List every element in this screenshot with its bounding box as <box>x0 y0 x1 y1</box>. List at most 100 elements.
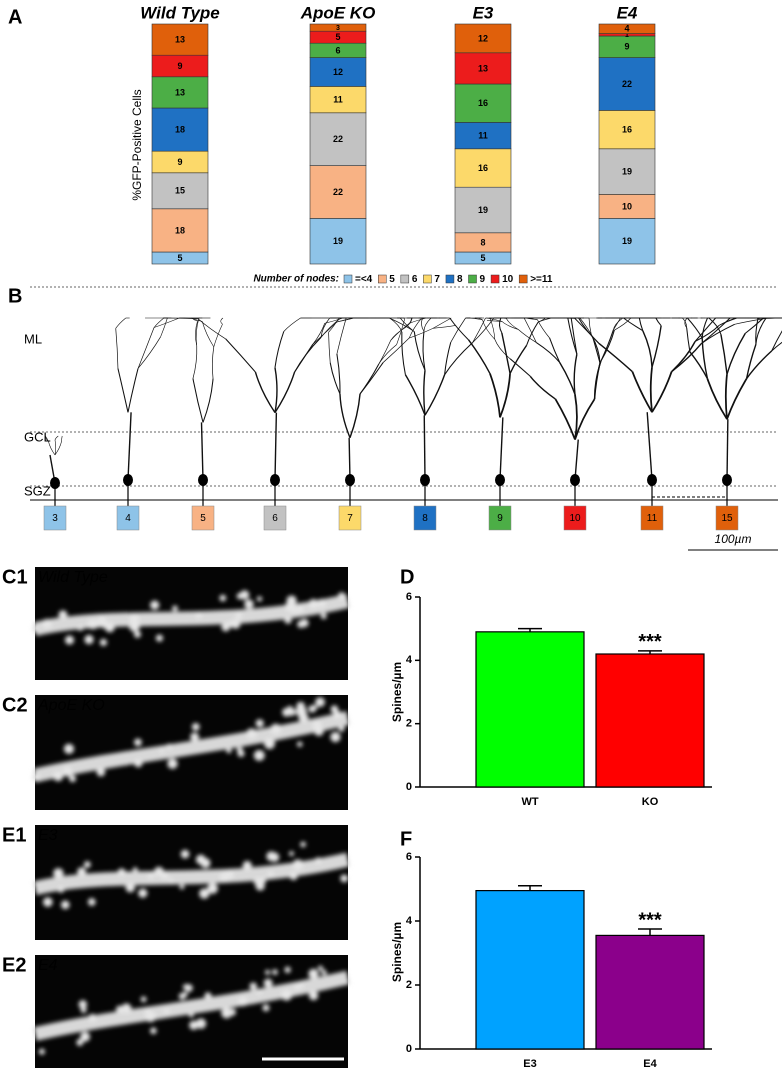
dendrite <box>598 343 633 373</box>
dendrite <box>613 317 624 330</box>
spine <box>60 900 70 910</box>
dendrite <box>390 323 410 341</box>
dendrite <box>505 318 519 330</box>
dendrite <box>422 331 426 371</box>
category-title: E4 <box>617 3 638 22</box>
value-label: 18 <box>175 225 185 235</box>
spine <box>263 978 273 988</box>
dendrite <box>646 412 653 481</box>
dendrite <box>45 435 49 442</box>
value-label: 9 <box>177 157 182 167</box>
dendrite <box>184 317 199 320</box>
legend-label: 9 <box>480 274 486 285</box>
node-count: 3 <box>52 513 58 524</box>
dendrite <box>450 317 466 343</box>
dendrite <box>498 317 503 334</box>
layer-label: GCL <box>24 429 51 444</box>
dendrite <box>718 317 738 326</box>
spine <box>87 618 99 630</box>
dendrite <box>689 351 709 380</box>
dendrite <box>720 334 728 375</box>
dendrite <box>734 317 769 325</box>
y-tick-label: 6 <box>406 591 412 603</box>
spine <box>195 611 203 619</box>
legend-label: 7 <box>434 274 440 285</box>
spine <box>225 869 235 879</box>
dendrite <box>401 331 406 375</box>
value-label: 6 <box>335 45 340 55</box>
dendrite <box>482 319 495 340</box>
value-label: 16 <box>478 98 488 108</box>
neuron <box>515 317 782 506</box>
bar-segment <box>598 148 656 195</box>
spine <box>284 616 292 624</box>
dendrite <box>274 367 278 413</box>
spine <box>204 992 212 1000</box>
spine <box>338 592 346 600</box>
panel-letter: B <box>8 285 22 307</box>
dendrite <box>336 317 354 323</box>
dendrite <box>573 354 578 395</box>
spine <box>125 882 136 893</box>
dendrite <box>382 337 410 363</box>
spine <box>166 743 173 750</box>
spine <box>88 1013 97 1022</box>
value-label: 11 <box>478 130 488 140</box>
spine <box>184 984 193 993</box>
spine <box>296 605 304 614</box>
dendrite <box>348 437 351 481</box>
image-label: E4 <box>38 957 58 974</box>
spine <box>99 638 108 647</box>
dendrite <box>588 317 592 336</box>
category-title: E3 <box>473 3 494 22</box>
bar-segment <box>309 218 367 265</box>
spine <box>219 594 227 602</box>
dendrite <box>694 317 716 342</box>
node-count-box <box>43 505 67 531</box>
bar-segment <box>598 57 656 111</box>
dendrite <box>671 343 702 373</box>
dendrite <box>757 317 764 320</box>
spine <box>191 723 200 731</box>
legend-label: 10 <box>502 274 514 285</box>
spine <box>195 1018 207 1029</box>
dendrite <box>638 317 644 331</box>
dendrite <box>329 362 341 395</box>
dendrite <box>390 327 405 341</box>
dendrite <box>378 340 392 365</box>
value-label: 16 <box>478 163 488 173</box>
value-label: 5 <box>335 32 340 42</box>
spine <box>145 1011 156 1023</box>
dendrite <box>574 439 579 481</box>
value-label: 9 <box>177 61 182 71</box>
dendrite <box>328 317 340 333</box>
dendrite <box>724 374 728 420</box>
spine <box>249 982 258 991</box>
node-count-box <box>715 505 739 531</box>
dendrite <box>320 317 330 338</box>
node-count: 4 <box>125 513 131 524</box>
dendrite <box>409 328 434 339</box>
legend-title: Number of nodes: <box>253 274 339 285</box>
dendrite <box>549 337 561 363</box>
dendrite <box>274 331 285 368</box>
dendrite <box>61 435 63 442</box>
spine <box>133 630 142 638</box>
dendrite <box>153 317 180 328</box>
dendrite <box>312 323 326 345</box>
node-count-box <box>563 505 587 531</box>
dendrite <box>408 317 422 339</box>
dendrite <box>701 317 708 338</box>
dendrite <box>467 339 491 374</box>
dendrite <box>593 360 602 400</box>
bar <box>595 653 705 788</box>
bar-segment <box>151 23 209 56</box>
spine <box>226 747 232 754</box>
spine <box>134 738 142 747</box>
dendrite <box>529 375 556 400</box>
dendrite <box>746 350 773 380</box>
spine <box>239 590 250 600</box>
spine <box>321 969 327 976</box>
dendrite <box>54 439 57 456</box>
